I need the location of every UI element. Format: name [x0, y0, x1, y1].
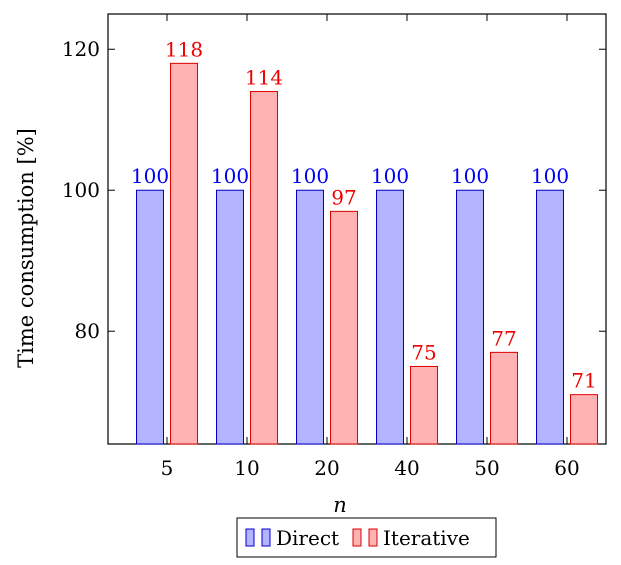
data-labels: 100 100 100 100 100 100 118 114 97 75 77 71 — [131, 37, 597, 392]
x-tick-label-10: 10 — [234, 456, 259, 480]
data-label-direct-5: 100 — [131, 164, 169, 188]
y-axis-label: Time consumption [%] — [14, 128, 38, 368]
bars — [136, 62, 598, 445]
data-label-iterative-10: 114 — [245, 66, 283, 90]
legend-swatch-iterative-1 — [352, 528, 362, 547]
bar-iterative-10 — [250, 91, 278, 445]
legend-label-iterative: Iterative — [383, 526, 470, 550]
y-tick-label-100: 100 — [62, 178, 100, 202]
bar-direct-50 — [456, 189, 484, 445]
data-label-iterative-60: 71 — [571, 369, 596, 393]
legend-swatch-direct-1 — [245, 528, 255, 547]
tick-labels: 80 100 120 5 10 20 40 50 60 — [62, 37, 580, 480]
legend-swatch-direct-2 — [261, 528, 271, 547]
x-axis-label: n — [333, 493, 347, 517]
data-label-iterative-50: 77 — [491, 326, 516, 350]
axis-ticks — [108, 14, 606, 444]
data-label-direct-20: 100 — [291, 164, 329, 188]
bar-iterative-5 — [170, 62, 198, 445]
data-label-iterative-20: 97 — [331, 185, 356, 209]
bar-iterative-60 — [570, 394, 598, 445]
legend-swatch-iterative-2 — [368, 528, 378, 547]
legend-label-direct: Direct — [276, 526, 339, 550]
data-label-iterative-40: 75 — [411, 340, 436, 364]
bar-iterative-20 — [330, 210, 358, 445]
bar-direct-40 — [376, 189, 404, 445]
bar-iterative-50 — [490, 351, 518, 445]
data-label-iterative-5: 118 — [165, 37, 203, 61]
x-tick-label-50: 50 — [474, 456, 499, 480]
legend: Direct Iterative — [236, 517, 497, 558]
data-label-direct-60: 100 — [531, 164, 569, 188]
bar-direct-60 — [536, 189, 564, 445]
legend-item-direct: Direct — [245, 526, 339, 550]
data-label-direct-10: 100 — [211, 164, 249, 188]
legend-box — [236, 517, 497, 558]
bar-direct-5 — [136, 189, 164, 445]
bar-iterative-40 — [410, 365, 438, 445]
y-tick-label-80: 80 — [75, 319, 100, 343]
data-label-direct-40: 100 — [371, 164, 409, 188]
x-tick-label-40: 40 — [394, 456, 419, 480]
x-tick-label-60: 60 — [554, 456, 579, 480]
bar-direct-20 — [296, 189, 324, 445]
data-label-direct-50: 100 — [451, 164, 489, 188]
legend-item-iterative: Iterative — [352, 526, 470, 550]
x-tick-label-20: 20 — [314, 456, 339, 480]
x-tick-label-5: 5 — [161, 456, 174, 480]
y-tick-label-120: 120 — [62, 37, 100, 61]
bar-direct-10 — [216, 189, 244, 445]
